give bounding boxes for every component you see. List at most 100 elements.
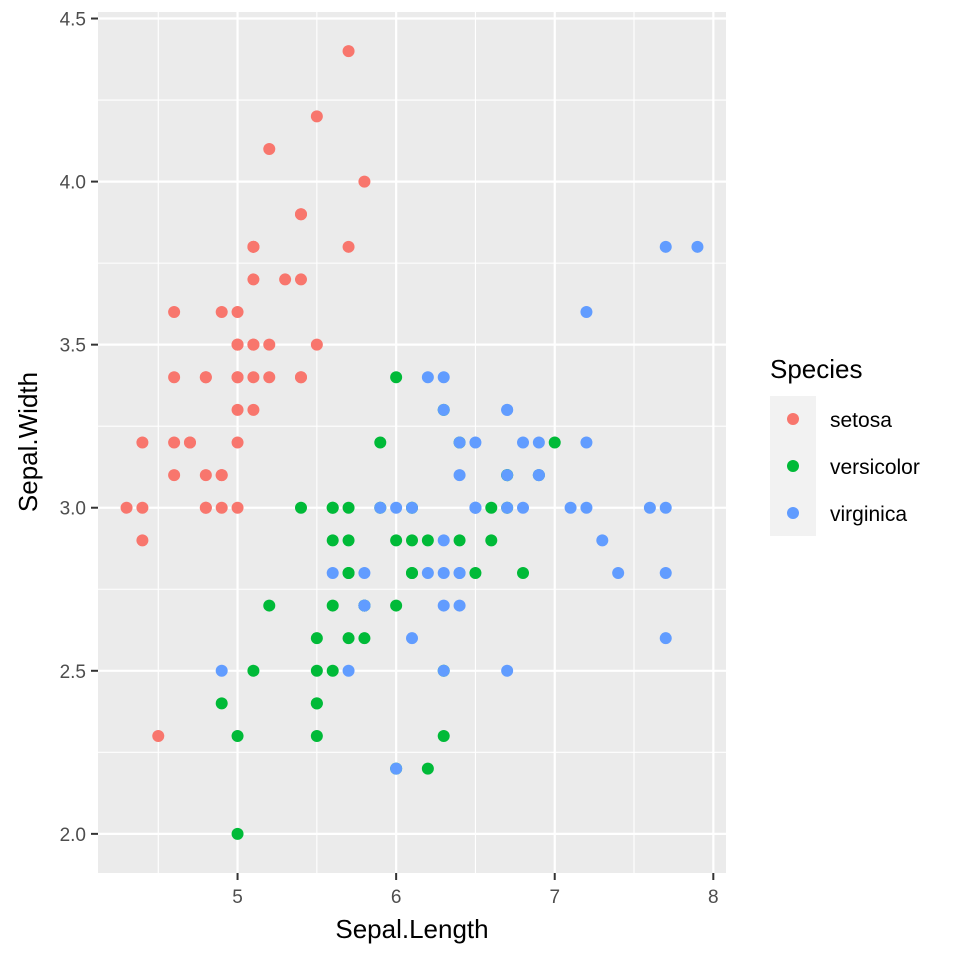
point-versicolor — [247, 664, 260, 677]
point-setosa — [263, 371, 276, 384]
point-virginica — [358, 599, 371, 612]
point-virginica — [437, 599, 450, 612]
point-versicolor — [374, 436, 387, 449]
point-setosa — [231, 403, 244, 416]
point-versicolor — [326, 664, 339, 677]
point-versicolor — [390, 371, 403, 384]
point-setosa — [310, 110, 323, 123]
x-axis: 5 6 7 8 — [232, 873, 719, 908]
point-versicolor — [485, 501, 498, 514]
point-virginica — [406, 632, 418, 645]
point-setosa — [120, 501, 133, 514]
point-setosa — [247, 240, 260, 253]
point-setosa — [247, 338, 260, 351]
point-virginica — [501, 469, 514, 482]
point-virginica — [374, 501, 387, 514]
y-tick-label: 3.0 — [60, 499, 86, 520]
point-setosa — [168, 469, 181, 482]
point-versicolor — [231, 827, 244, 840]
point-virginica — [453, 566, 466, 579]
point-versicolor — [421, 534, 434, 547]
legend: Species setosa versicolor virginica — [770, 354, 920, 536]
point-setosa — [263, 142, 276, 155]
point-versicolor — [231, 730, 244, 743]
point-virginica — [437, 566, 450, 579]
point-setosa — [168, 371, 181, 384]
point-setosa — [263, 338, 276, 351]
legend-entries: setosa versicolor virginica — [787, 409, 920, 526]
point-setosa — [231, 306, 244, 319]
point-virginica — [659, 632, 672, 645]
point-setosa — [247, 371, 260, 384]
legend-key-versicolor — [787, 460, 799, 472]
legend-label-versicolor: versicolor — [830, 456, 920, 479]
x-axis-title: Sepal.Length — [335, 914, 488, 944]
point-versicolor — [263, 599, 276, 612]
point-versicolor — [517, 566, 530, 579]
point-setosa — [136, 501, 149, 514]
x-tick-label: 6 — [391, 887, 402, 908]
point-virginica — [532, 469, 545, 482]
point-virginica — [564, 501, 577, 514]
point-setosa — [168, 436, 181, 449]
point-setosa — [215, 469, 228, 482]
point-virginica — [390, 501, 403, 514]
x-tick-label: 7 — [549, 887, 560, 908]
point-versicolor — [406, 566, 418, 579]
point-versicolor — [342, 534, 355, 547]
y-tick-label: 2.5 — [60, 662, 86, 683]
point-virginica — [437, 664, 450, 677]
point-versicolor — [406, 534, 418, 547]
point-setosa — [247, 403, 260, 416]
point-versicolor — [453, 534, 466, 547]
point-versicolor — [294, 501, 307, 514]
point-setosa — [247, 273, 260, 286]
x-tick-label: 8 — [708, 887, 719, 908]
point-virginica — [532, 436, 545, 449]
point-virginica — [580, 436, 593, 449]
point-versicolor — [358, 632, 371, 645]
y-tick-label: 3.5 — [60, 336, 86, 357]
point-versicolor — [437, 730, 450, 743]
point-virginica — [437, 534, 450, 547]
point-virginica — [580, 501, 593, 514]
point-virginica — [612, 566, 625, 579]
y-tick-label: 2.0 — [60, 825, 86, 846]
point-virginica — [469, 501, 482, 514]
point-versicolor — [326, 501, 339, 514]
point-versicolor — [342, 632, 355, 645]
point-setosa — [183, 436, 196, 449]
point-virginica — [501, 501, 514, 514]
point-versicolor — [469, 566, 482, 579]
point-setosa — [231, 436, 244, 449]
legend-key-setosa — [787, 413, 799, 425]
point-setosa — [199, 469, 212, 482]
point-virginica — [358, 566, 371, 579]
point-virginica — [691, 240, 704, 253]
point-setosa — [310, 338, 323, 351]
point-virginica — [501, 664, 514, 677]
point-virginica — [437, 371, 450, 384]
point-virginica — [437, 403, 450, 416]
point-virginica — [643, 501, 656, 514]
point-virginica — [596, 534, 609, 547]
legend-title: Species — [770, 354, 863, 384]
point-virginica — [501, 403, 514, 416]
point-setosa — [358, 175, 371, 188]
point-versicolor — [548, 436, 561, 449]
point-versicolor — [342, 501, 355, 514]
point-virginica — [421, 566, 434, 579]
point-versicolor — [310, 697, 323, 710]
y-tick-label: 4.0 — [60, 173, 86, 194]
point-virginica — [469, 436, 482, 449]
legend-key-virginica — [787, 507, 799, 519]
point-versicolor — [342, 566, 355, 579]
plot-panel — [98, 12, 726, 873]
point-setosa — [231, 338, 244, 351]
point-virginica — [342, 664, 355, 677]
point-versicolor — [326, 599, 339, 612]
point-versicolor — [390, 599, 403, 612]
point-virginica — [659, 566, 672, 579]
point-setosa — [294, 208, 307, 221]
point-setosa — [136, 534, 149, 547]
